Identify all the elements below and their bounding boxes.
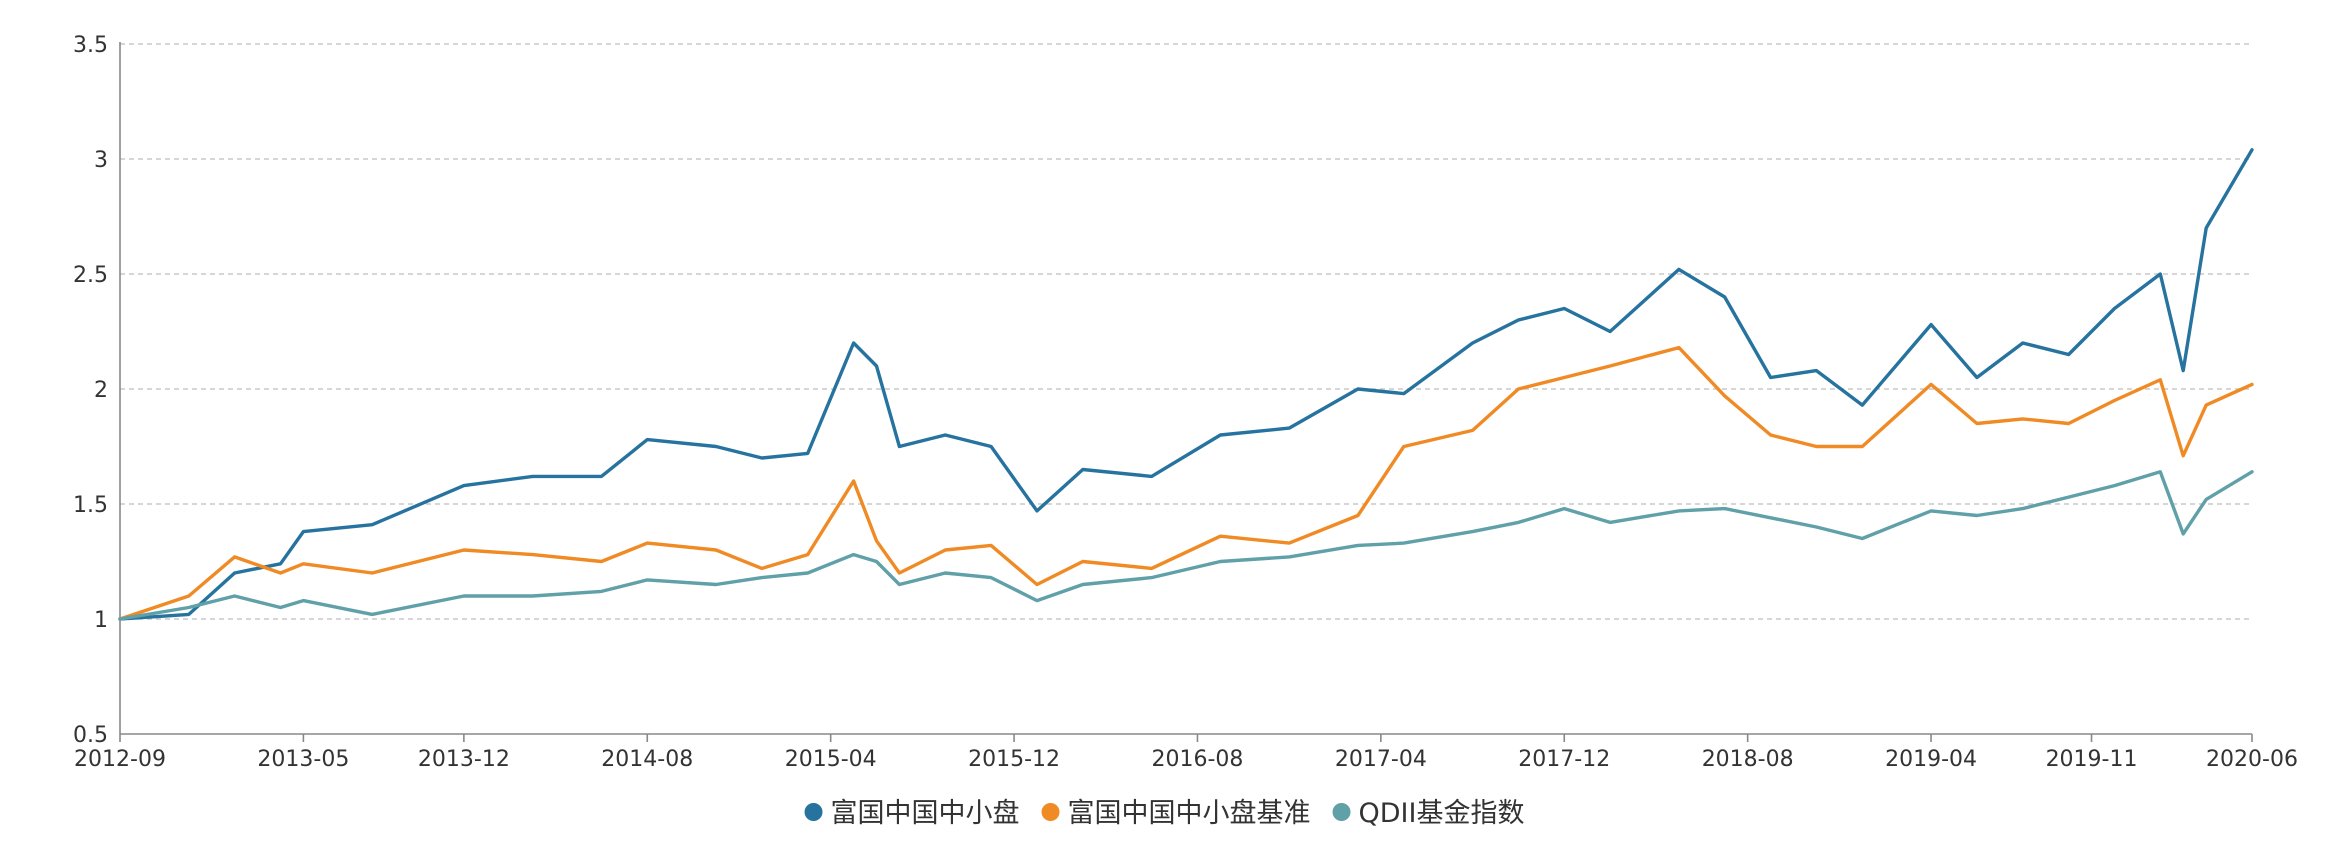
x-tick-label: 2012-09	[74, 747, 166, 772]
axes: 0.5 1 1.5 2 2.5 3 3.5 2012-09 2013-05 2013-12 2014…	[73, 33, 2298, 772]
legend-label: QDII基金指数	[1359, 798, 1525, 829]
x-tick-label: 2017-04	[1335, 747, 1427, 772]
y-tick-label: 1	[94, 608, 108, 633]
y-tick-label: 0.5	[73, 723, 108, 748]
x-tick-label: 2017-12	[1518, 747, 1610, 772]
x-tick-label: 2016-08	[1152, 747, 1244, 772]
x-tick-label: 2018-08	[1702, 747, 1794, 772]
series-line-1	[118, 148, 2254, 621]
y-tick-label: 1.5	[73, 493, 108, 518]
legend-label: 富国中国中小盘	[831, 798, 1020, 829]
y-tick-label: 2	[94, 378, 108, 403]
legend-marker	[804, 803, 823, 821]
y-tick-label: 3	[94, 148, 108, 173]
x-tick-label: 2013-05	[257, 747, 349, 772]
grid	[120, 43, 2252, 620]
series-line-3	[118, 470, 2254, 621]
legend-item-1[interactable]: 富国中国中小盘	[804, 798, 1020, 829]
y-tick-label: 2.5	[73, 263, 108, 288]
legend-marker	[1041, 803, 1060, 821]
x-tick-label: 2015-04	[785, 747, 877, 772]
legend-label: 富国中国中小盘基准	[1068, 798, 1311, 829]
y-tick-label: 3.5	[73, 33, 108, 58]
series-line-2	[118, 345, 2254, 621]
legend[interactable]: 富国中国中小盘 富国中国中小盘基准 QDII基金指数	[804, 798, 1525, 829]
x-tick-label: 2020-06	[2206, 747, 2298, 772]
series-lines	[118, 148, 2254, 621]
x-tick-label: 2014-08	[601, 747, 693, 772]
x-tick-label: 2019-04	[1885, 747, 1977, 772]
legend-item-2[interactable]: 富国中国中小盘基准	[1041, 798, 1311, 829]
legend-marker	[1332, 803, 1351, 821]
x-tick-label: 2015-12	[968, 747, 1060, 772]
x-tick-label: 2019-11	[2046, 747, 2138, 772]
legend-item-3[interactable]: QDII基金指数	[1332, 798, 1525, 829]
x-tick-label: 2013-12	[418, 747, 510, 772]
